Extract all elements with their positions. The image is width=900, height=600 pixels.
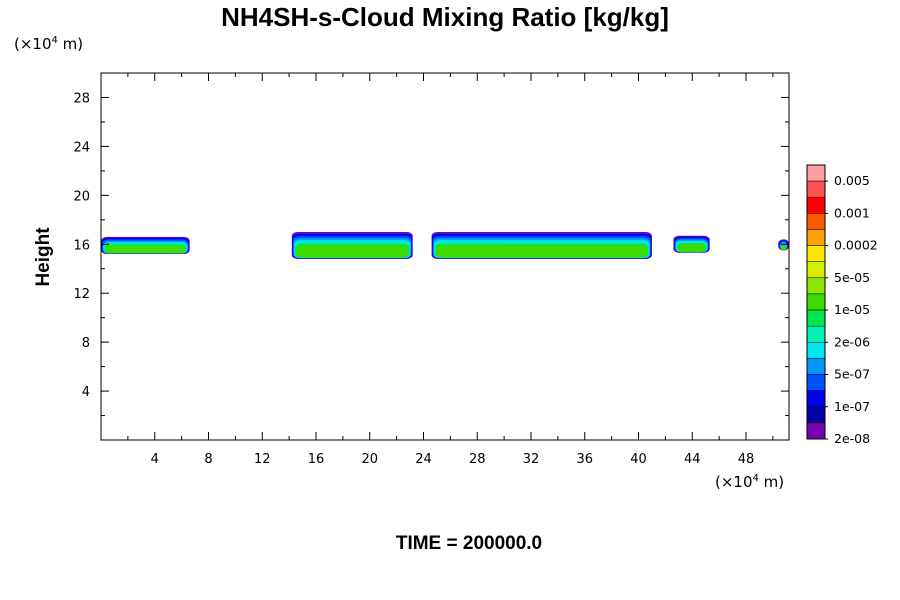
- colorbar-label-6: 5e-07: [834, 367, 870, 382]
- colorbar-label-1: 0.001: [834, 205, 870, 220]
- x-tick-label-10: 44: [684, 452, 701, 467]
- y-tick-label-1: 8: [82, 336, 90, 351]
- colorbar-swatch-0: [806, 164, 826, 182]
- y-tick-label-5: 24: [73, 140, 90, 155]
- y-axis-label: Height: [33, 227, 54, 287]
- colorbar-swatch-14: [806, 390, 826, 408]
- colorbar-swatch-13: [806, 374, 826, 391]
- colorbar-label-8: 2e-08: [834, 431, 870, 446]
- y-tick-label-4: 20: [73, 189, 90, 204]
- x-tick-label-4: 20: [361, 452, 378, 467]
- colorbar-swatch-8: [806, 293, 826, 311]
- colorbar-swatch-4: [806, 229, 826, 246]
- cloud-layer-3: [673, 235, 710, 253]
- cloud-layer-2: [431, 232, 652, 259]
- cloud-band-2-7: [435, 245, 648, 258]
- x-tick-label-1: 8: [204, 452, 212, 467]
- colorbar-label-2: 0.0002: [834, 238, 878, 253]
- x-tick-label-3: 16: [308, 452, 325, 467]
- x-tick-label-9: 40: [630, 452, 647, 467]
- cloud-band-1-7: [296, 245, 409, 258]
- colorbar-label-0: 0.005: [834, 173, 870, 188]
- colorbar-swatch-1: [806, 180, 826, 198]
- colorbar-swatch-11: [806, 342, 826, 359]
- cloud-layers: [101, 232, 789, 259]
- colorbar-swatch-7: [806, 277, 826, 295]
- x-tick-label-8: 36: [576, 452, 593, 467]
- x-ticks: 4 8 12 16 20 24 28 32 36 40 44 48: [127, 73, 774, 467]
- colorbar-swatch-15: [806, 406, 826, 424]
- colorbar: 0.005 0.001 0.0002 5e-05 1e-05 2e-06 5e-07 1e-0…: [806, 164, 878, 446]
- cloud-layer-1: [291, 232, 413, 259]
- cloud-band-3-7: [677, 244, 706, 252]
- cloud-layer-0: [101, 236, 190, 255]
- colorbar-swatch-10: [806, 325, 826, 343]
- time-label: TIME = 200000.0: [396, 533, 542, 554]
- colorbar-frame: [806, 164, 826, 440]
- y-ticks: 4 8 12 16 20 24 28: [73, 91, 789, 417]
- plot-frame: [100, 72, 790, 441]
- colorbar-swatch-5: [806, 245, 826, 262]
- colorbar-swatch-9: [806, 309, 826, 327]
- x-tick-label-0: 4: [151, 452, 159, 467]
- colorbar-label-4: 1e-05: [834, 302, 870, 317]
- colorbar-swatch-2: [806, 196, 826, 214]
- colorbar-label-5: 2e-06: [834, 334, 870, 349]
- x-unit-label: (×104 m): [715, 473, 784, 491]
- cloud-band-0-7: [105, 245, 186, 254]
- y-tick-label-3: 16: [73, 238, 90, 253]
- colorbar-label-3: 5e-05: [834, 270, 870, 285]
- chart-title: NH4SH-s-Cloud Mixing Ratio [kg/kg]: [221, 2, 669, 32]
- x-tick-label-7: 32: [523, 452, 540, 467]
- y-tick-label-6: 28: [73, 91, 90, 106]
- y-unit-label: (×104 m): [14, 35, 83, 53]
- y-tick-label-2: 12: [73, 287, 90, 302]
- colorbar-swatch-12: [806, 358, 826, 375]
- cloud-layer-4: [778, 239, 789, 251]
- colorbar-label-7: 1e-07: [834, 399, 870, 414]
- y-tick-label-0: 4: [82, 385, 90, 400]
- x-tick-label-5: 24: [415, 452, 432, 467]
- colorbar-swatch-16: [806, 422, 826, 440]
- x-tick-label-2: 12: [254, 452, 271, 467]
- colorbar-swatch-3: [806, 213, 826, 230]
- cloud-band-4-7: [780, 244, 787, 250]
- x-tick-label-6: 28: [469, 452, 486, 467]
- colorbar-swatch-6: [806, 261, 826, 279]
- x-tick-label-11: 48: [738, 452, 755, 467]
